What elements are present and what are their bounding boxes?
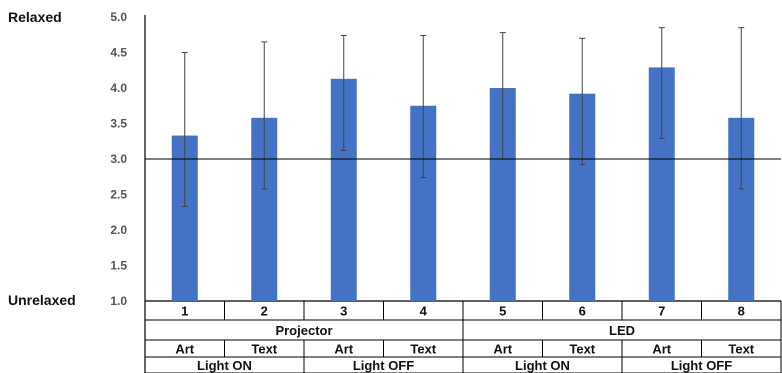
y-tick-label: 1.0 bbox=[110, 294, 127, 308]
category-number: 5 bbox=[499, 304, 506, 319]
y-tick-label: 2.5 bbox=[110, 188, 127, 202]
content-label: Text bbox=[410, 342, 436, 357]
category-number: 8 bbox=[738, 304, 745, 319]
y-axis-ticks: 1.0 1.5 2.0 2.5 3.0 3.5 4.0 4.5 5.0 bbox=[110, 10, 127, 308]
category-number: 1 bbox=[181, 304, 188, 319]
content-label: Art bbox=[175, 342, 194, 357]
y-tick-label: 3.0 bbox=[110, 152, 127, 166]
light-group-label: Light OFF bbox=[671, 358, 732, 373]
y-tick-label: 5.0 bbox=[110, 10, 127, 24]
light-group-label: Light ON bbox=[197, 358, 252, 373]
y-axis-bottom-label: Unrelaxed bbox=[8, 292, 76, 308]
category-table bbox=[144, 300, 782, 373]
device-group-label: LED bbox=[609, 323, 635, 338]
light-group-label: Light OFF bbox=[353, 358, 414, 373]
content-label: Art bbox=[493, 342, 512, 357]
y-tick-label: 1.5 bbox=[110, 259, 127, 273]
content-label: Text bbox=[569, 342, 595, 357]
bars bbox=[171, 67, 755, 302]
y-tick-label: 3.5 bbox=[110, 117, 127, 131]
y-tick-label: 4.5 bbox=[110, 46, 127, 60]
category-number: 7 bbox=[658, 304, 665, 319]
content-label: Text bbox=[251, 342, 277, 357]
category-number: 4 bbox=[420, 304, 428, 319]
y-tick-label: 2.0 bbox=[110, 223, 127, 237]
category-number: 3 bbox=[340, 304, 347, 319]
content-label: Art bbox=[334, 342, 353, 357]
content-label: Text bbox=[728, 342, 754, 357]
light-group-label: Light ON bbox=[515, 358, 570, 373]
y-tick-label: 4.0 bbox=[110, 81, 127, 95]
category-number: 2 bbox=[261, 304, 268, 319]
device-group-label: Projector bbox=[275, 323, 332, 338]
category-number: 6 bbox=[579, 304, 586, 319]
content-label: Art bbox=[652, 342, 671, 357]
error-bars bbox=[181, 27, 745, 208]
category-labels: 1 2 3 4 5 6 7 8 Projector LED Art Text Art Text Art Tex… bbox=[175, 304, 754, 373]
y-axis-top-label: Relaxed bbox=[8, 9, 62, 25]
